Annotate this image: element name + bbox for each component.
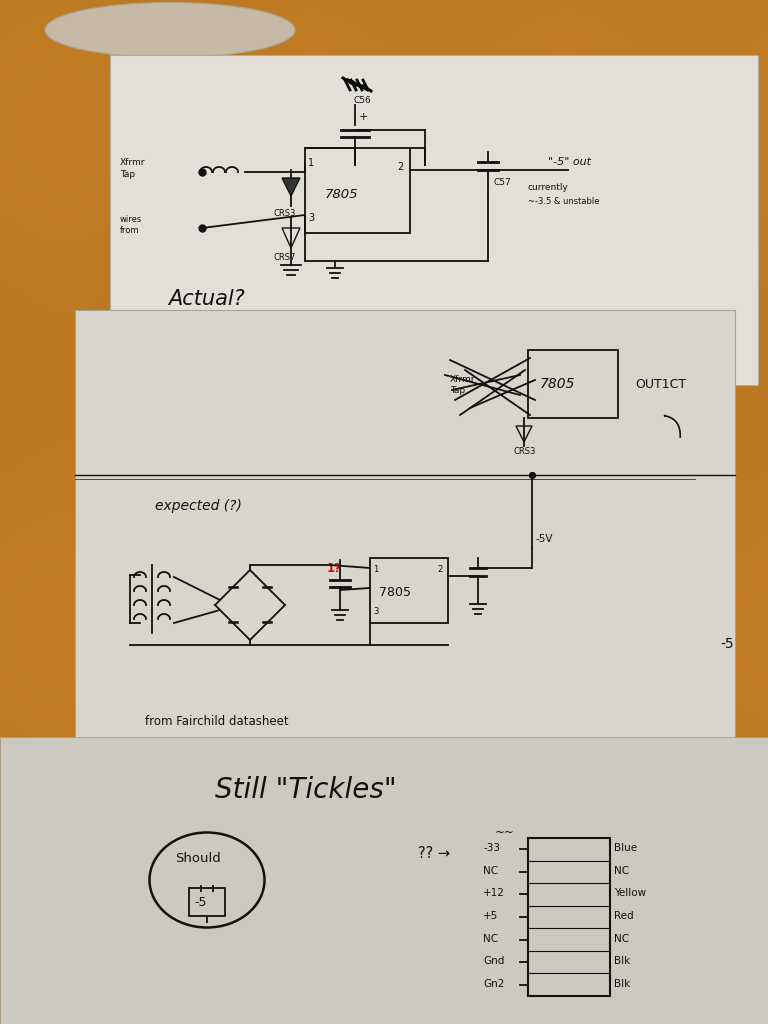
Text: Should: Should xyxy=(175,852,220,865)
Text: ~-3.5 & unstable: ~-3.5 & unstable xyxy=(528,197,600,206)
Text: "-5" out: "-5" out xyxy=(548,157,591,167)
Text: 3: 3 xyxy=(308,213,314,223)
Text: C57: C57 xyxy=(494,178,511,187)
Text: NC: NC xyxy=(483,866,498,876)
Text: Gnd: Gnd xyxy=(483,956,505,966)
Bar xyxy=(370,558,448,623)
Ellipse shape xyxy=(45,2,295,57)
Text: -5: -5 xyxy=(194,896,207,909)
Text: -33: -33 xyxy=(483,844,500,853)
FancyArrowPatch shape xyxy=(664,416,680,437)
Text: +5: +5 xyxy=(483,911,498,921)
Text: CRS3: CRS3 xyxy=(273,209,296,218)
Text: NC: NC xyxy=(614,866,629,876)
Text: Blk: Blk xyxy=(614,979,631,989)
Text: NC: NC xyxy=(483,934,498,943)
Text: Tap: Tap xyxy=(120,170,135,179)
Text: 2: 2 xyxy=(437,565,442,574)
Text: Red: Red xyxy=(614,911,634,921)
Text: 7805: 7805 xyxy=(325,188,359,201)
Text: 7805: 7805 xyxy=(540,377,575,391)
Text: CRS7: CRS7 xyxy=(273,253,296,262)
Text: 1?: 1? xyxy=(327,562,342,575)
Text: from: from xyxy=(120,226,140,234)
Text: Xfrmr: Xfrmr xyxy=(450,375,475,384)
Bar xyxy=(528,350,618,418)
Bar xyxy=(189,888,225,916)
Text: C56: C56 xyxy=(353,96,371,105)
Bar xyxy=(528,838,610,996)
Text: 1: 1 xyxy=(308,158,314,168)
Bar xyxy=(110,55,758,385)
Text: +12: +12 xyxy=(483,889,505,898)
Text: Yellow: Yellow xyxy=(614,889,646,898)
Text: -5V: -5V xyxy=(535,534,552,544)
Text: currently: currently xyxy=(528,183,569,193)
Bar xyxy=(0,737,768,1024)
Text: Still "Tickles": Still "Tickles" xyxy=(215,776,396,804)
Text: expected (?): expected (?) xyxy=(155,499,242,513)
Text: wires: wires xyxy=(120,215,142,224)
Text: OUT1CT: OUT1CT xyxy=(635,378,686,391)
Text: Blue: Blue xyxy=(614,844,637,853)
Text: Gn2: Gn2 xyxy=(483,979,505,989)
Text: NC: NC xyxy=(614,934,629,943)
Text: 2: 2 xyxy=(397,162,403,172)
Text: 1: 1 xyxy=(373,565,379,574)
Text: ?? →: ?? → xyxy=(418,846,450,861)
Text: Xfrmr: Xfrmr xyxy=(120,158,145,167)
Text: -5: -5 xyxy=(720,637,733,651)
Polygon shape xyxy=(282,178,300,196)
Text: from Fairchild datasheet: from Fairchild datasheet xyxy=(145,715,289,728)
Text: 7805: 7805 xyxy=(379,586,411,599)
Text: Actual?: Actual? xyxy=(168,289,245,309)
Text: +: + xyxy=(359,112,369,122)
Text: Tap: Tap xyxy=(450,386,465,395)
Text: 3: 3 xyxy=(373,607,379,616)
Text: Blk: Blk xyxy=(614,956,631,966)
Text: CRS3: CRS3 xyxy=(514,447,536,456)
Bar xyxy=(305,148,410,233)
Bar xyxy=(75,310,735,755)
Text: ~~: ~~ xyxy=(495,826,515,839)
